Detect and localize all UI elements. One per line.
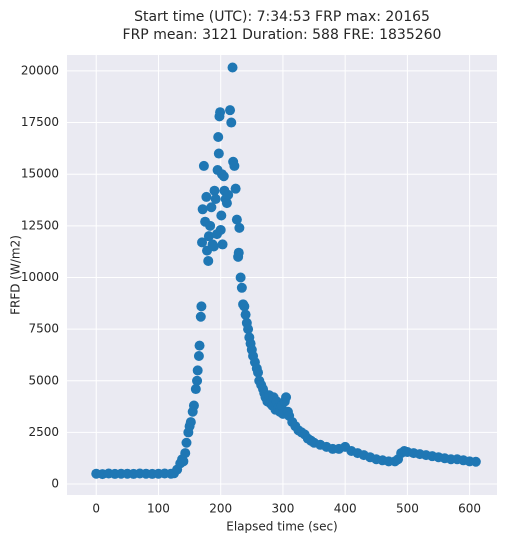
point: [226, 117, 237, 128]
y-tick-label: 5000: [28, 373, 59, 387]
point: [281, 392, 292, 403]
point: [230, 183, 241, 194]
point: [213, 148, 224, 159]
point: [210, 193, 221, 204]
point: [188, 400, 199, 411]
chart-title: Start time (UTC): 7:34:53 FRP max: 20165: [134, 9, 430, 25]
point: [243, 324, 254, 335]
point: [194, 340, 205, 351]
x-tick-label: 200: [209, 502, 232, 516]
x-tick-label: 100: [147, 502, 170, 516]
point: [215, 107, 226, 118]
point: [203, 231, 214, 242]
point: [229, 160, 240, 171]
point: [181, 437, 192, 448]
point: [198, 160, 209, 171]
point: [178, 456, 189, 467]
point: [190, 384, 201, 395]
point: [233, 247, 244, 258]
y-tick-label: 12500: [21, 218, 59, 232]
point: [225, 105, 236, 116]
y-tick-label: 2500: [28, 425, 59, 439]
y-tick-label: 15000: [21, 167, 59, 181]
point: [217, 239, 228, 250]
y-axis-label: FRFD (W/m2): [9, 235, 23, 315]
chart-title: FRP mean: 3121 Duration: 588 FRE: 183526…: [123, 27, 442, 43]
point: [470, 456, 481, 467]
point: [234, 222, 245, 233]
plot-area: [67, 55, 497, 495]
point: [185, 417, 196, 428]
point: [197, 237, 208, 248]
y-tick-label: 7500: [28, 322, 59, 336]
y-tick-label: 10000: [21, 270, 59, 284]
y-tick-label: 17500: [21, 115, 59, 129]
point: [208, 241, 219, 252]
point: [203, 255, 214, 266]
point: [240, 309, 251, 320]
point: [180, 448, 191, 459]
point: [197, 204, 208, 215]
x-tick-label: 0: [92, 502, 100, 516]
point: [231, 214, 242, 225]
x-tick-label: 300: [271, 502, 294, 516]
point: [216, 210, 227, 221]
point: [215, 224, 226, 235]
point: [196, 301, 207, 312]
point: [209, 185, 220, 196]
point: [221, 198, 232, 209]
point: [192, 365, 203, 376]
y-tick-label: 0: [51, 477, 59, 491]
point: [195, 311, 206, 322]
point: [213, 132, 224, 143]
point: [206, 202, 217, 213]
point: [227, 62, 238, 73]
point: [192, 375, 203, 386]
x-tick-label: 600: [458, 502, 481, 516]
point: [253, 367, 264, 378]
x-tick-label: 400: [334, 502, 357, 516]
x-axis-label: Elapsed time (sec): [226, 520, 337, 534]
point: [223, 189, 234, 200]
point: [218, 171, 229, 182]
x-tick-label: 500: [396, 502, 419, 516]
y-tick-label: 20000: [21, 63, 59, 77]
point: [236, 282, 247, 293]
point: [235, 272, 246, 283]
point: [205, 220, 216, 231]
point: [201, 191, 212, 202]
point: [193, 350, 204, 361]
point: [239, 301, 250, 312]
